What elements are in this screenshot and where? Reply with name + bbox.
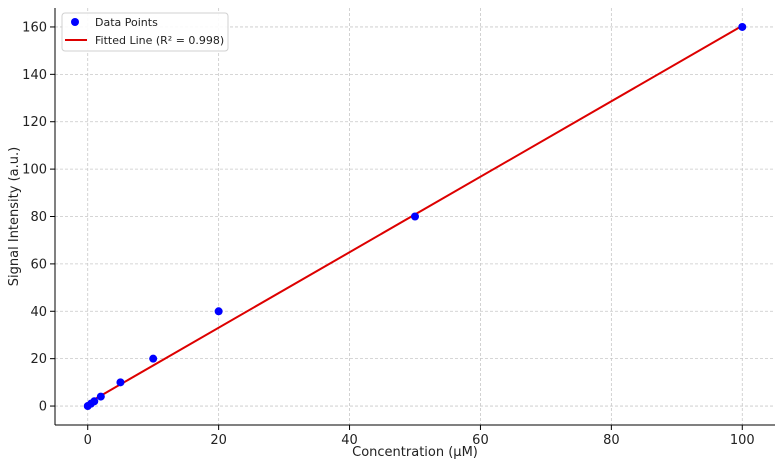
data-point bbox=[116, 378, 125, 387]
data-point bbox=[738, 22, 747, 31]
x-tick-label: 0 bbox=[84, 433, 92, 448]
legend-label-data-points: Data Points bbox=[95, 16, 158, 29]
x-tick-label: 100 bbox=[730, 433, 755, 448]
x-tick-label: 40 bbox=[341, 433, 358, 448]
y-tick-label: 100 bbox=[22, 163, 47, 178]
data-point bbox=[96, 392, 105, 401]
y-tick-label: 120 bbox=[22, 115, 47, 130]
y-tick-label: 60 bbox=[30, 257, 47, 272]
y-tick-label: 0 bbox=[39, 400, 47, 415]
data-point bbox=[149, 354, 158, 363]
x-tick-label: 20 bbox=[210, 433, 227, 448]
data-point bbox=[90, 397, 99, 406]
legend: Data Points Fitted Line (R² = 0.998) bbox=[61, 12, 229, 52]
axes: 0 20 40 60 80 100 0 20 40 60 80 100 120 140 160 bbox=[22, 8, 775, 448]
x-axis-label: Concentration (μM) bbox=[352, 445, 478, 460]
data-points-layer bbox=[83, 22, 747, 411]
y-tick-label: 20 bbox=[30, 352, 47, 367]
y-tick-label: 140 bbox=[22, 68, 47, 83]
data-point bbox=[214, 307, 223, 316]
x-tick-label: 80 bbox=[603, 433, 620, 448]
y-axis-label: Signal Intensity (a.u.) bbox=[7, 147, 22, 286]
y-tick-label: 80 bbox=[30, 210, 47, 225]
legend-box bbox=[61, 12, 229, 52]
y-tick-label: 160 bbox=[22, 20, 47, 35]
data-point bbox=[411, 212, 419, 221]
legend-label-fitted-line: Fitted Line (R² = 0.998) bbox=[95, 34, 224, 47]
y-tick-label: 40 bbox=[30, 305, 47, 320]
x-tick-label: 60 bbox=[472, 433, 489, 448]
legend-marker-data-points bbox=[71, 18, 79, 26]
